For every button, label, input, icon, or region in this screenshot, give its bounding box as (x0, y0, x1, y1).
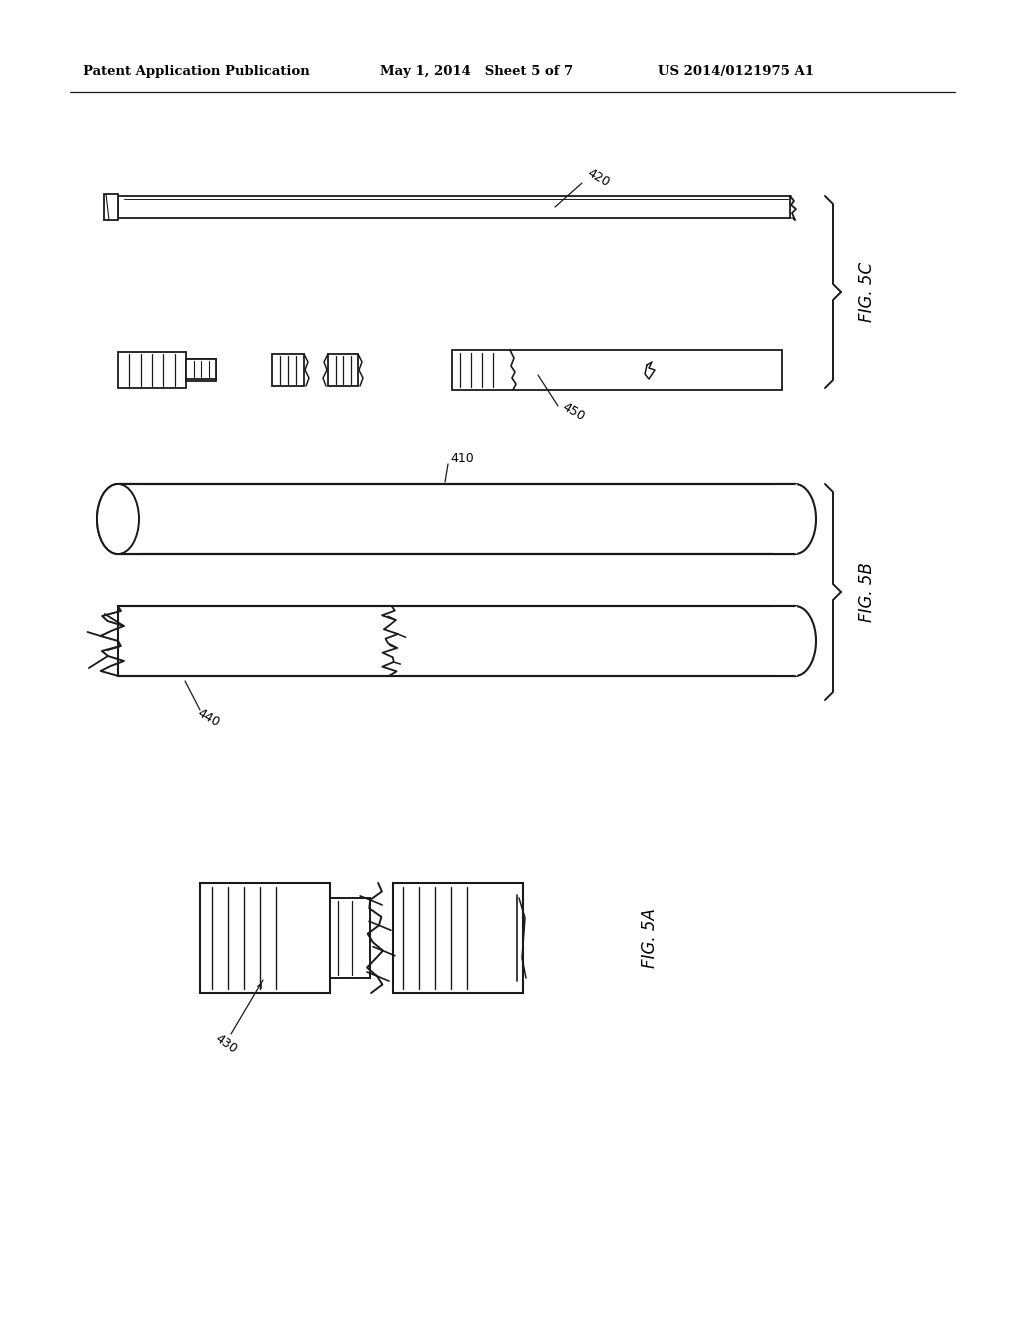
Bar (104, 194, 118, 220)
Bar (118, 606, 795, 676)
Bar (200, 883, 330, 993)
Bar (393, 883, 523, 993)
Text: US 2014/0121975 A1: US 2014/0121975 A1 (658, 66, 814, 78)
Bar (774, 606, 797, 676)
Bar (118, 484, 141, 554)
Bar (452, 350, 782, 389)
Bar (186, 359, 216, 379)
Text: 450: 450 (560, 400, 587, 424)
Ellipse shape (97, 484, 139, 554)
Bar (118, 484, 795, 554)
Text: 440: 440 (195, 706, 222, 730)
Bar (186, 359, 216, 381)
Text: FIG. 5B: FIG. 5B (858, 562, 876, 622)
Bar (118, 352, 186, 388)
Bar (330, 898, 370, 978)
Text: Patent Application Publication: Patent Application Publication (83, 66, 309, 78)
Bar (272, 354, 304, 385)
Text: 410: 410 (450, 451, 474, 465)
Text: FIG. 5A: FIG. 5A (641, 908, 659, 968)
Text: May 1, 2014   Sheet 5 of 7: May 1, 2014 Sheet 5 of 7 (380, 66, 573, 78)
Bar (328, 354, 358, 385)
Text: 420: 420 (585, 166, 612, 190)
Text: FIG. 5C: FIG. 5C (858, 261, 876, 322)
Bar (774, 484, 797, 554)
Bar (118, 195, 790, 218)
Text: 430: 430 (213, 1032, 240, 1056)
